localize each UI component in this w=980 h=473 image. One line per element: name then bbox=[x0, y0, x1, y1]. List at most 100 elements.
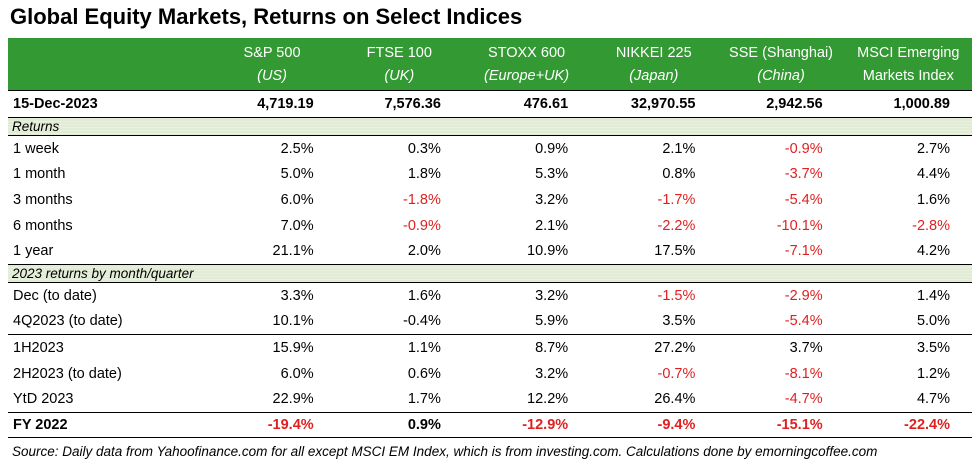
index-level: 32,970.55 bbox=[590, 90, 718, 118]
source-note: Source: Daily data from Yahoofinance.com… bbox=[12, 444, 878, 459]
row-value: -19.4% bbox=[208, 411, 336, 438]
row-value: 6.0% bbox=[280, 191, 314, 208]
index-level: 7,576.36 bbox=[335, 90, 463, 118]
row-value: 5.3% bbox=[535, 166, 569, 183]
row-label: Dec (to date) bbox=[13, 287, 97, 304]
row-value: 3.2% bbox=[535, 191, 569, 208]
row-value: -0.7% bbox=[657, 365, 696, 382]
row-value: -5.4% bbox=[784, 191, 823, 208]
header-row-regions: (US) (UK) (Europe+UK) (Japan) (China) Ma… bbox=[8, 64, 972, 91]
row-value: -10.1% bbox=[776, 217, 823, 234]
row-value: -2.2% bbox=[657, 217, 696, 234]
row-value: 4.7% bbox=[916, 391, 950, 408]
row-value: 3.3% bbox=[280, 287, 314, 304]
table-row: YtD 2023 22.9% 1.7% 12.2% 26.4% -4.7% 4.7% bbox=[8, 386, 972, 412]
table-row: 1H2023 15.9% 1.1% 8.7% 27.2% 3.7% 3.5% bbox=[8, 334, 972, 361]
date-label: 15-Dec-2023 bbox=[8, 90, 209, 118]
row-value: -0.9% bbox=[403, 217, 441, 234]
row-value: 4.2% bbox=[916, 243, 950, 260]
page-title: Global Equity Markets, Returns on Select… bbox=[10, 4, 523, 29]
index-level: 4,719.19 bbox=[208, 90, 336, 118]
table-row: 2H2023 (to date) 6.0% 0.6% 3.2% -0.7% -8.1% 1.… bbox=[8, 361, 972, 387]
row-value: 15.9% bbox=[208, 334, 336, 361]
row-value: 0.9% bbox=[335, 411, 463, 438]
section-label: Returns bbox=[8, 117, 972, 136]
row-label: 2H2023 (to date) bbox=[13, 365, 122, 382]
row-value: 0.9% bbox=[535, 140, 569, 157]
column-header-name: FTSE 100 bbox=[335, 38, 463, 64]
fy-row: FY 2022 -19.4% 0.9% -12.9% -9.4% -15.1% … bbox=[8, 411, 972, 438]
column-header-region: (Japan) bbox=[590, 64, 718, 91]
column-header-name: STOXX 600 bbox=[462, 38, 591, 64]
row-value: -15.1% bbox=[717, 411, 845, 438]
column-header-name: NIKKEI 225 bbox=[590, 38, 718, 64]
row-value: 3.2% bbox=[535, 287, 569, 304]
row-value: -5.4% bbox=[784, 313, 823, 330]
row-value: -2.9% bbox=[784, 287, 823, 304]
row-label: 6 months bbox=[13, 217, 73, 234]
row-label: YtD 2023 bbox=[13, 391, 74, 408]
row-value: 0.8% bbox=[662, 166, 696, 183]
row-value: -0.4% bbox=[403, 313, 441, 330]
row-value: 1.6% bbox=[916, 191, 950, 208]
row-value: 2.1% bbox=[662, 140, 696, 157]
row-label: 4Q2023 (to date) bbox=[13, 313, 123, 330]
table-row: 1 month 5.0% 1.8% 5.3% 0.8% -3.7% 4.4% bbox=[8, 162, 972, 188]
row-value: 2.0% bbox=[407, 243, 441, 260]
row-value: 6.0% bbox=[280, 365, 314, 382]
column-header-region: (China) bbox=[717, 64, 845, 91]
row-value: 12.2% bbox=[527, 391, 569, 408]
row-value: 3.2% bbox=[535, 365, 569, 382]
row-value: -0.9% bbox=[784, 140, 823, 157]
row-value: 5.0% bbox=[916, 313, 950, 330]
column-header-name: MSCI Emerging bbox=[844, 38, 972, 64]
row-value: -8.1% bbox=[784, 365, 823, 382]
section-monthly: 2023 returns by month/quarter bbox=[8, 263, 972, 283]
row-value: 22.9% bbox=[272, 391, 314, 408]
row-value: 1.1% bbox=[335, 334, 463, 361]
row-value: -1.5% bbox=[657, 287, 696, 304]
row-value: 3.5% bbox=[662, 313, 696, 330]
table-body: 15-Dec-2023 4,719.19 7,576.36 476.61 32,… bbox=[8, 90, 972, 438]
row-value: 0.3% bbox=[407, 140, 441, 157]
row-value: 0.6% bbox=[407, 365, 441, 382]
row-value: 4.4% bbox=[916, 166, 950, 183]
column-header-region: (UK) bbox=[335, 64, 463, 91]
row-label: 1 month bbox=[13, 166, 66, 183]
table-row: 1 week 2.5% 0.3% 0.9% 2.1% -0.9% 2.7% bbox=[8, 136, 972, 162]
row-label: 3 months bbox=[13, 191, 73, 208]
table-row: 6 months 7.0% -0.9% 2.1% -2.2% -10.1% -2.8% bbox=[8, 213, 972, 239]
row-value: -7.1% bbox=[784, 243, 823, 260]
row-value: 1.7% bbox=[407, 391, 441, 408]
row-value: 10.1% bbox=[272, 313, 314, 330]
table-row: Dec (to date) 3.3% 1.6% 3.2% -1.5% -2.9% 1.4% bbox=[8, 282, 972, 308]
row-value: 2.7% bbox=[916, 140, 950, 157]
row-value: -1.8% bbox=[403, 191, 441, 208]
row-value: 3.5% bbox=[844, 334, 972, 361]
row-value: 8.7% bbox=[462, 334, 591, 361]
row-value: 1.4% bbox=[916, 287, 950, 304]
header-blank bbox=[8, 64, 209, 91]
row-value: 27.2% bbox=[590, 334, 718, 361]
row-value: -4.7% bbox=[784, 391, 823, 408]
date-row: 15-Dec-2023 4,719.19 7,576.36 476.61 32,… bbox=[8, 90, 972, 118]
column-header-name: S&P 500 bbox=[208, 38, 336, 64]
column-header-name: SSE (Shanghai) bbox=[717, 38, 845, 64]
column-header-region: (US) bbox=[208, 64, 336, 91]
row-value: -22.4% bbox=[844, 411, 972, 438]
row-value: -12.9% bbox=[462, 411, 591, 438]
table-row: 3 months 6.0% -1.8% 3.2% -1.7% -5.4% 1.6% bbox=[8, 187, 972, 213]
returns-table: S&P 500 FTSE 100 STOXX 600 NIKKEI 225 SS… bbox=[8, 38, 972, 438]
row-value: -3.7% bbox=[784, 166, 823, 183]
index-level: 476.61 bbox=[462, 90, 591, 118]
section-label: 2023 returns by month/quarter bbox=[8, 263, 972, 283]
row-value: -1.7% bbox=[657, 191, 696, 208]
row-value: 5.0% bbox=[280, 166, 314, 183]
row-label: 1H2023 bbox=[8, 334, 209, 361]
section-returns: Returns bbox=[8, 117, 972, 136]
row-value: 10.9% bbox=[527, 243, 569, 260]
row-value: 2.1% bbox=[535, 217, 569, 234]
row-value: -9.4% bbox=[590, 411, 718, 438]
row-value: 7.0% bbox=[280, 217, 314, 234]
row-value: -2.8% bbox=[912, 217, 950, 234]
